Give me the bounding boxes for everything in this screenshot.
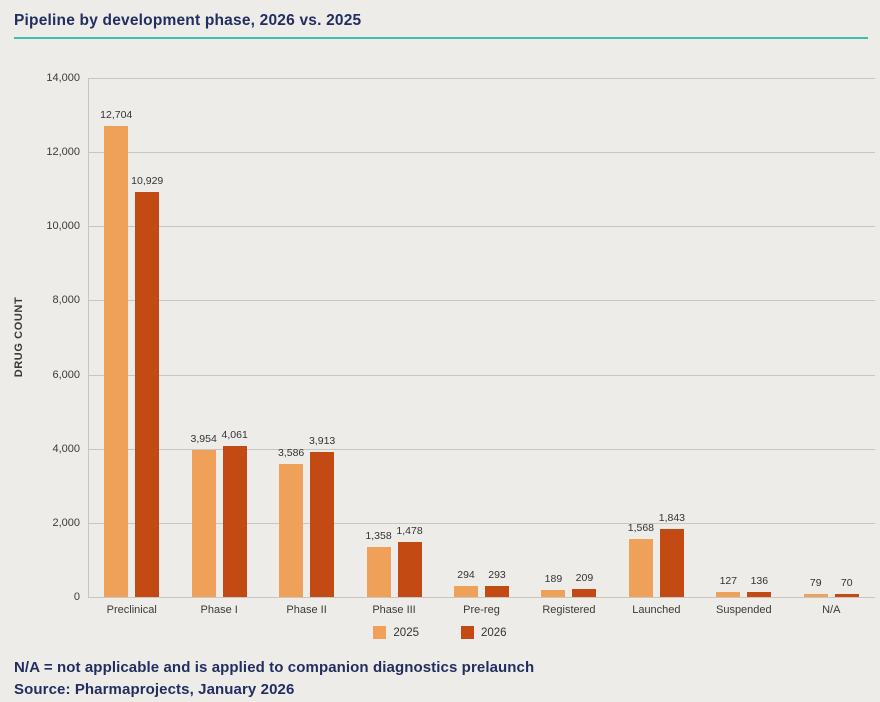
gridline [88,78,875,79]
bar-value-label: 12,704 [100,109,133,122]
bar-value-label: 79 [809,577,822,590]
y-tick-label: 14,000 [46,72,80,84]
bar-2025-preclinical [104,126,129,597]
bar-value-label: 1,358 [365,529,392,542]
bar-value-label: 10,929 [131,174,164,187]
gridline [88,374,875,376]
y-axis-line [88,78,89,597]
x-tick-label-launched: Launched [632,604,681,616]
bar-2026-suspended [747,591,772,597]
y-tick-label: 6,000 [52,368,80,381]
x-tick-label-registered: Registered [542,604,596,616]
bar-2025-n-a [803,594,828,597]
x-tick-label-phase-i: Phase I [200,604,238,616]
bar-2026-phase-i [222,446,247,597]
bar-2026-registered [572,589,597,597]
bar-2025-phase-i [191,450,216,597]
footer-note: N/A = not applicable and is applied to c… [14,659,535,676]
y-tick-label: 12,000 [46,146,80,159]
bar-2026-launched [659,528,684,597]
bar-value-label: 3,586 [277,447,305,460]
legend-label-2026: 2026 [481,626,507,639]
x-tick-label-phase-iii: Phase III [372,604,416,616]
bar-2026-phase-ii [310,451,335,597]
gridline [88,152,875,154]
y-tick-label: 2,000 [52,516,80,529]
bar-2026-n-a [834,594,859,597]
title-underline [14,37,868,39]
x-tick-label-suspended: Suspended [715,604,772,616]
bar-2025-registered [541,589,566,597]
bar-value-label: 189 [544,572,563,585]
y-tick-label: 8,000 [52,294,80,307]
bar-value-label: 1,843 [658,511,686,524]
gridline [88,522,875,524]
bar-2025-phase-iii [366,546,391,597]
bar-2025-pre-reg [454,586,478,597]
footer-source: Source: Pharmaprojects, January 2026 [14,681,295,698]
legend-swatch-2025 [373,626,387,639]
bar-2025-phase-ii [279,464,304,597]
bar-value-label: 136 [750,574,769,587]
legend-item-2025: 2025 [373,626,419,639]
y-tick-label: 0 [73,591,80,603]
gridline [88,226,875,228]
bar-value-label: 209 [575,572,594,585]
x-tick-label-n-a: N/A [822,604,841,616]
bar-value-label: 70 [840,577,853,590]
gridline [88,597,875,598]
bar-value-label: 3,954 [190,433,217,446]
bar-2026-phase-iii [397,542,422,597]
bar-2025-launched [628,538,653,597]
bar-value-label: 1,568 [627,521,655,534]
bar-2026-pre-reg [485,586,509,597]
chart-footer: N/A = not applicable and is applied to c… [14,657,534,701]
bar-value-label: 1,478 [396,525,423,538]
bar-value-label: 294 [457,569,475,582]
chart-title: Pipeline by development phase, 2026 vs. … [14,12,362,29]
x-tick-label-pre-reg: Pre-reg [463,604,500,616]
y-tick-label: 10,000 [46,220,80,233]
chart-legend: 2025 2026 [0,626,880,639]
bar-value-label: 3,913 [308,434,336,447]
bar-value-label: 293 [488,569,506,582]
legend-swatch-2026 [461,626,474,639]
bar-2025-suspended [716,592,741,597]
legend-label-2025: 2025 [393,626,419,639]
gridline [88,300,875,302]
gridline [88,448,875,450]
x-tick-label-phase-ii: Phase II [286,604,327,616]
bar-value-label: 127 [719,575,738,588]
x-tick-label-preclinical: Preclinical [106,604,157,616]
bar-2026-preclinical [135,191,160,597]
legend-item-2026: 2026 [461,626,507,639]
bar-value-label: 4,061 [221,429,248,442]
y-tick-label: 4,000 [52,442,80,455]
